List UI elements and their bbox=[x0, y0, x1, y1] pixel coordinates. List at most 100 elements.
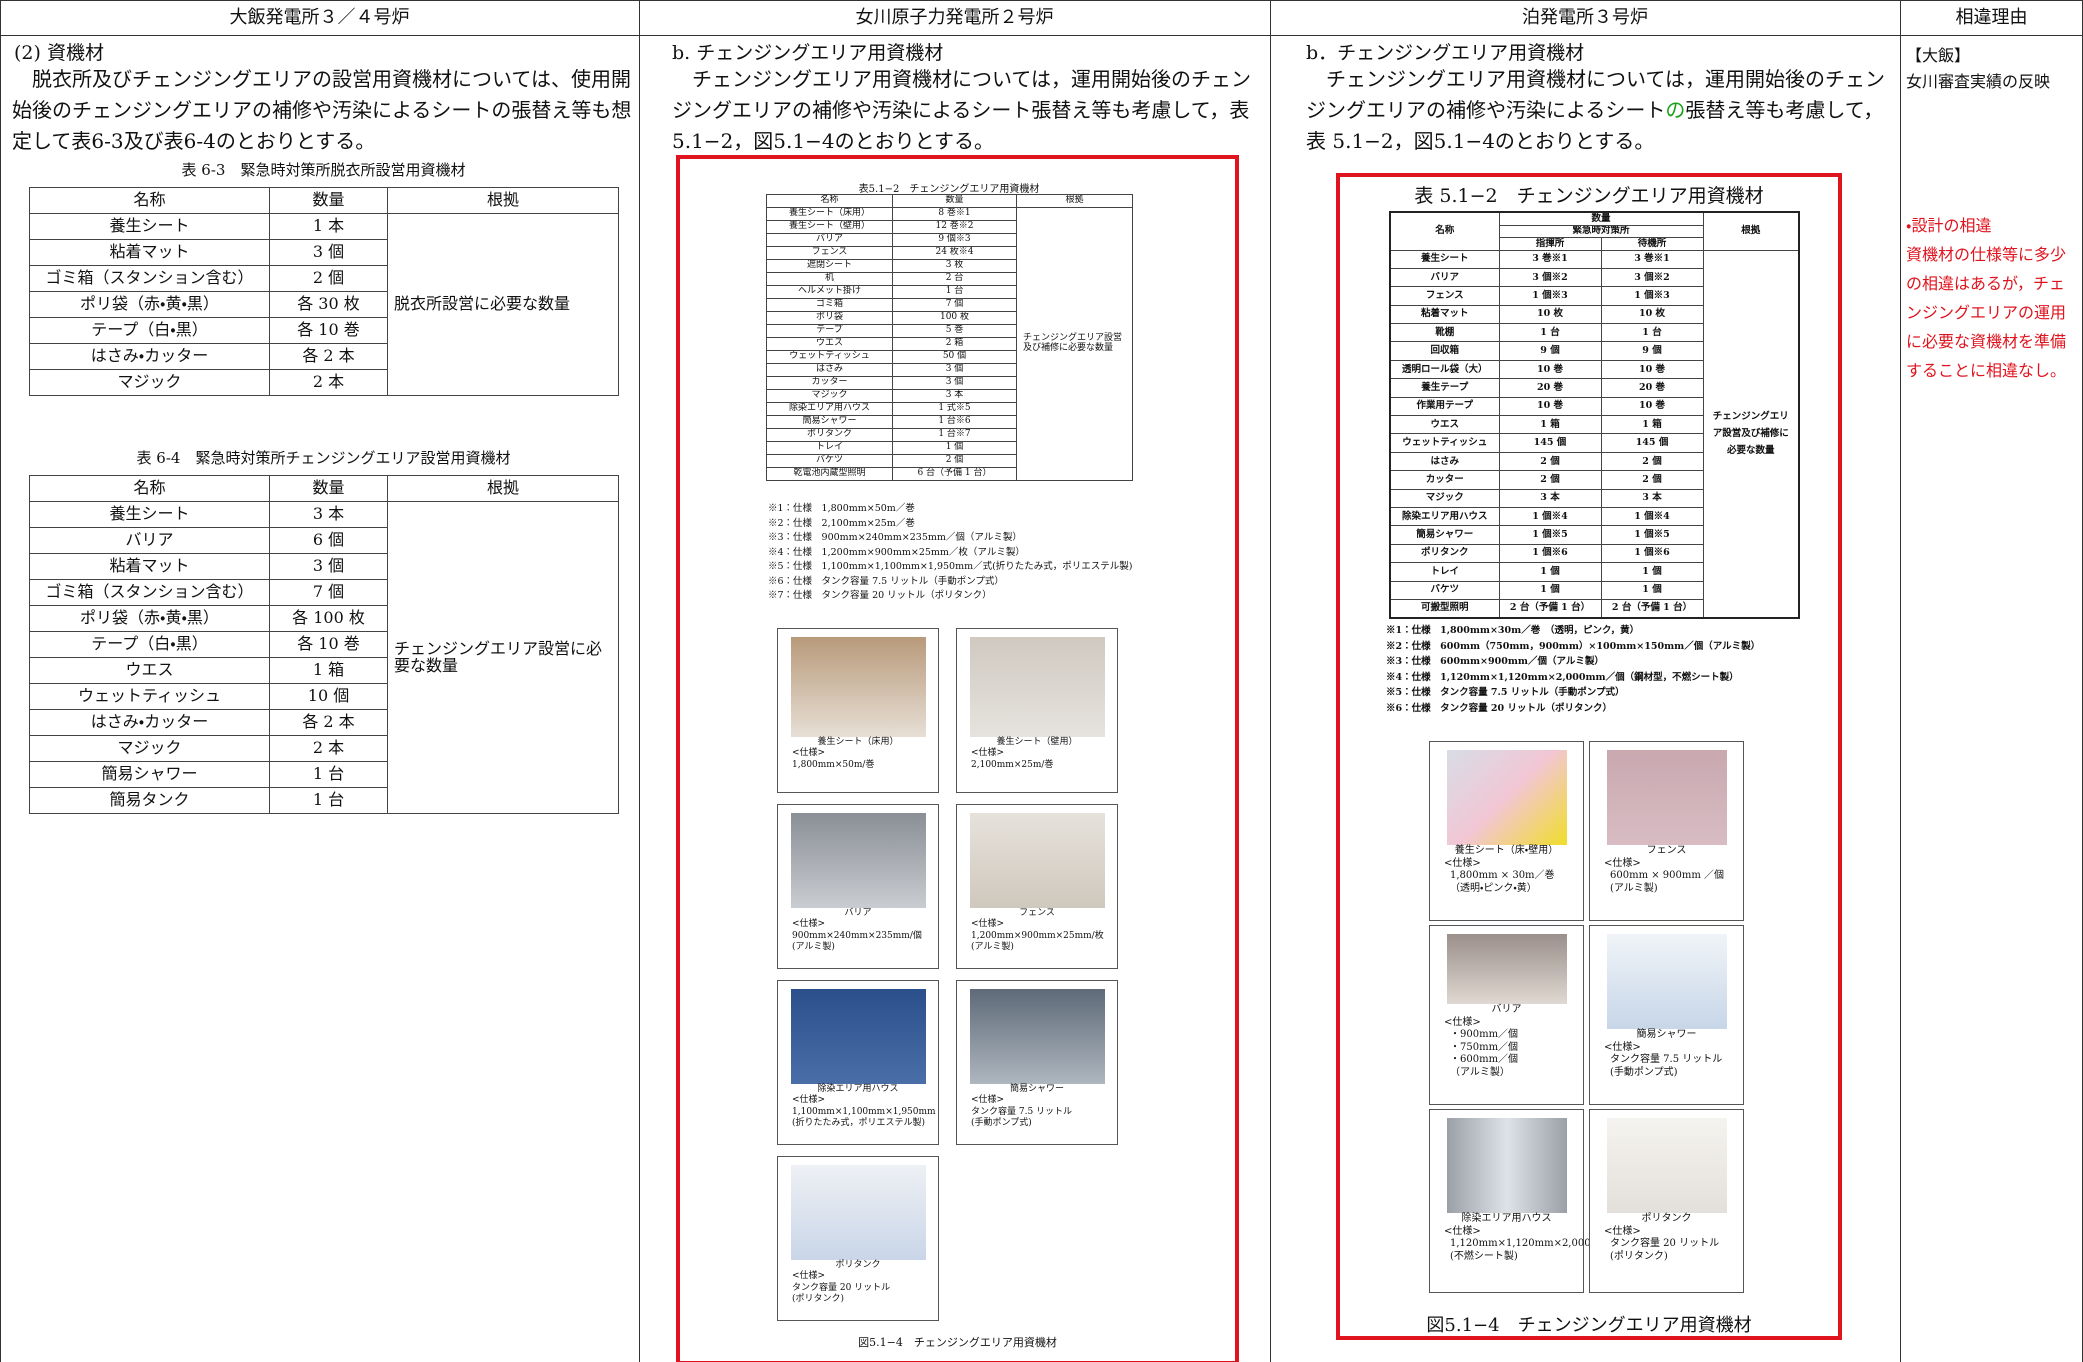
cell: 10 個 bbox=[269, 683, 388, 710]
cell: 10 巻 bbox=[1600, 359, 1704, 380]
cell: 8 巻※1 bbox=[892, 206, 1017, 221]
cell: 1 個 bbox=[1600, 562, 1704, 582]
cell: マジック bbox=[29, 369, 270, 396]
cell: トレイ bbox=[1389, 562, 1500, 582]
table: 名称 数量 根拠 養生シート 3 本チェンジングエリア設営に必要な数量 バリア 6 個粘着マ… bbox=[29, 475, 619, 814]
cell: 養生シート bbox=[29, 501, 270, 528]
cell: 145 個 bbox=[1600, 433, 1704, 453]
cell: 各 10 巻 bbox=[269, 317, 388, 344]
spec-label: <仕様> bbox=[792, 748, 826, 759]
cell: 1 箱 bbox=[1600, 415, 1704, 435]
spec-line: タンク容量 20 リットル bbox=[1610, 1238, 1720, 1249]
photo-name: 養生シート（床用） bbox=[817, 737, 899, 747]
rule bbox=[1900, 0, 1901, 1362]
photo-image bbox=[969, 813, 1105, 908]
table: 名称 数量 根拠 緊急時対策所 指揮所 待機所 養生シート 3 巻※1 3 巻※1 チェンジングエ… bbox=[1389, 211, 1801, 619]
note: ※6：仕様 タンク容量 7.5 リットル（手動ポンプ式） bbox=[768, 575, 1004, 587]
spec-label: <仕様> bbox=[792, 919, 826, 930]
row: 可搬型照明 2 台（予備 1 台） 2 台（予備 1 台） bbox=[1389, 598, 1799, 619]
photo-name: 除染エリア用ハウス bbox=[817, 1084, 899, 1094]
row: ウェットティッシュ 10 個 bbox=[29, 683, 619, 710]
row: ポリ袋（赤・黄・黒）各 30 枚 bbox=[29, 291, 619, 318]
cell: 作業用テープ bbox=[1389, 396, 1500, 417]
cell: 5 巻 bbox=[892, 323, 1017, 338]
photo-name: ポリタンク bbox=[1641, 1213, 1692, 1224]
cell: 2 台（予備 1 台） bbox=[1600, 598, 1704, 619]
heading: b. チェンジングエリア用資機材 bbox=[672, 42, 944, 64]
cell: 2 個 bbox=[892, 453, 1017, 468]
cell: 1 台※6 bbox=[892, 414, 1017, 429]
photo-name: フェンス bbox=[1646, 845, 1687, 856]
spec-line: 1,100mm×1,100mm×1,950mm bbox=[792, 1106, 936, 1117]
row: テープ（白・黒）各 10 巻 bbox=[29, 317, 619, 344]
cell: カッター bbox=[1389, 470, 1500, 490]
cell: バリア bbox=[29, 527, 270, 554]
cell: ポリ袋（赤・黄・黒） bbox=[29, 291, 270, 318]
cell: 7 個 bbox=[269, 579, 388, 606]
cell: 乾電池内蔵型照明 bbox=[766, 466, 893, 481]
rule bbox=[0, 0, 2083, 1]
cell: 145 個 bbox=[1498, 433, 1602, 453]
row: バリア 6 個 bbox=[29, 527, 619, 554]
cell: 2 個 bbox=[269, 265, 388, 292]
cell: 1 個 bbox=[1600, 580, 1704, 600]
header-cell: 名称 bbox=[29, 187, 270, 214]
paragraph: チェンジングエリア用資機材については，運用開始後のチェンジングエリアの補修や汚染… bbox=[672, 67, 1251, 153]
cell: 養生シート（壁用） bbox=[766, 219, 893, 234]
reason-label: 【大飯】 bbox=[1906, 46, 1971, 65]
spec-line: ・900mm／個 bbox=[1450, 1029, 1519, 1040]
row: 養生シート 3 巻※1 3 巻※1 チェンジングエリア設営及び補修に必要な数量 bbox=[1389, 249, 1800, 619]
photo: バリア <仕様> 900mm×240mm×235mm/個 (アルミ製) bbox=[777, 804, 939, 969]
photo: 簡易シャワー <仕様> タンク容量 7.5 リットル (手動ポンプ式) bbox=[956, 980, 1118, 1145]
photo-image bbox=[1606, 934, 1727, 1029]
cell: ウェットティッシュ bbox=[1389, 433, 1500, 453]
cell: 粘着マット bbox=[29, 553, 270, 580]
cell: 1 台 bbox=[1498, 323, 1602, 343]
photo-image bbox=[790, 989, 926, 1084]
cell: 粘着マット bbox=[29, 239, 270, 266]
cell: 2 箱 bbox=[892, 336, 1017, 351]
photo: ポリタンク <仕様> タンク容量 20 リットル (ポリタンク) bbox=[777, 1156, 939, 1321]
cell: 50 個 bbox=[892, 349, 1017, 364]
cell: 3 本 bbox=[1498, 488, 1602, 508]
cell: はさみ・カッター bbox=[29, 709, 270, 736]
cell: ポリ袋 bbox=[766, 310, 893, 325]
cell: ゴミ箱（スタンション含む） bbox=[29, 579, 270, 606]
header-row: 名称 数量 根拠 bbox=[1389, 211, 1800, 251]
cell: マジック bbox=[29, 735, 270, 762]
table-caption: 表 5.1−2 チェンジングエリア用資機材 bbox=[1414, 185, 1764, 207]
photo-image bbox=[1446, 934, 1567, 1004]
cell: 1 個※3 bbox=[1600, 286, 1704, 306]
cell: 2 個 bbox=[1498, 451, 1602, 472]
cell: ウエス bbox=[766, 336, 893, 351]
spec-label: <仕様> bbox=[1604, 1041, 1641, 1053]
paragraph: チェンジングエリア用資機材については，運用開始後のチェンジングエリアの補修や汚染… bbox=[1306, 64, 1896, 157]
cell: 3 個 bbox=[269, 239, 388, 266]
cell: 1 個 bbox=[1498, 562, 1602, 582]
row: ウェットティッシュ 145 個 145 個 bbox=[1389, 433, 1799, 453]
cell: 9 個 bbox=[1600, 341, 1704, 361]
paragraph-part: チェンジングエリア用資機材については，運用開始後のチェンジングエリアの補修や汚染… bbox=[1306, 67, 1885, 122]
cell: 粘着マット bbox=[1389, 304, 1500, 325]
photo-name: ポリタンク bbox=[835, 1260, 881, 1270]
cell: 1 箱 bbox=[1498, 415, 1602, 435]
cell: 1 台 bbox=[892, 284, 1017, 299]
header-row: 名称 数量 根拠 bbox=[766, 194, 1133, 208]
row: はさみ・カッター各 2 本 bbox=[29, 709, 619, 736]
spec-line: (アルミ製) bbox=[792, 941, 835, 952]
cell: テープ（白・黒） bbox=[29, 631, 270, 658]
table: 名称 数量 根拠 養生シート（床用） 8 巻※1 チェンジングエリア設営及び補修に必要な数… bbox=[766, 194, 1133, 481]
cell: バリア bbox=[766, 232, 893, 247]
header-cell: 数量 bbox=[892, 194, 1017, 208]
spec-line: 1,200mm×900mm×25mm/枚 bbox=[971, 930, 1104, 941]
column-header: 女川原子力発電所２号炉 bbox=[855, 7, 1054, 28]
cell: 回収箱 bbox=[1389, 341, 1500, 361]
cell: 透明ロール袋（大） bbox=[1389, 359, 1500, 380]
heading: b．チェンジングエリア用資機材 bbox=[1306, 42, 1585, 64]
row: 乾電池内蔵型照明 6 台（予備 1 台） bbox=[766, 466, 1133, 481]
header-cell: 名称 bbox=[1389, 211, 1500, 251]
header-cell: 根拠 bbox=[387, 187, 619, 214]
spec-label: <仕様> bbox=[1444, 1016, 1481, 1028]
spec-label: <仕様> bbox=[792, 1271, 826, 1282]
header-cell: 待機所 bbox=[1600, 236, 1704, 251]
